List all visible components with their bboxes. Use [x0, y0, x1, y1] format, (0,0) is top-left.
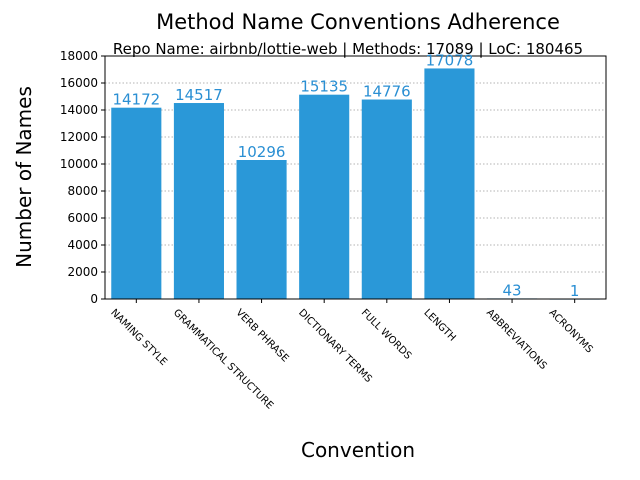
- y-tick-label: 12000: [60, 130, 98, 144]
- value-label: 15135: [300, 78, 348, 96]
- x-tick-label: FULL WORDS: [359, 307, 414, 362]
- x-tick-label: LENGTH: [421, 307, 457, 343]
- y-axis-ticks: 0 2000 4000 6000 8000 10000 12000 14000 16000 180…: [60, 49, 105, 306]
- bar: [424, 68, 475, 300]
- y-tick-label: 18000: [60, 49, 98, 63]
- value-label: 10296: [238, 143, 286, 161]
- chart-title: Method Name Conventions Adherence: [156, 10, 560, 34]
- value-label: 14776: [363, 83, 411, 101]
- bar: [173, 103, 224, 299]
- value-label: 17078: [426, 51, 474, 69]
- y-tick-label: 8000: [67, 184, 98, 198]
- x-tick-label: VERB PHRASE: [233, 307, 290, 364]
- value-labels: 14172 14517 10296 15135 14776 17078 43 1: [112, 51, 579, 300]
- value-label: 14172: [112, 91, 160, 109]
- bar: [299, 94, 350, 300]
- plot-frame: [104, 55, 607, 300]
- y-tick-label: 2000: [67, 265, 98, 279]
- x-tick-label: DICTIONARY TERMS: [296, 307, 374, 385]
- y-tick-label: 6000: [67, 211, 98, 225]
- bars: [111, 68, 600, 300]
- y-axis-label: Number of Names: [12, 86, 36, 268]
- y-tick-label: 10000: [60, 157, 98, 171]
- bar: [361, 99, 412, 299]
- bar: [111, 107, 162, 299]
- y-tick-label: 14000: [60, 103, 98, 117]
- x-tick-label: GRAMMATICAL STRUCTURE: [171, 307, 275, 411]
- value-label: 1: [570, 282, 580, 300]
- bar: [236, 160, 287, 299]
- x-tick-label: ABBREVIATIONS: [484, 307, 549, 372]
- x-tick-label: ACRONYMS: [547, 307, 595, 355]
- value-label: 14517: [175, 86, 223, 104]
- y-tick-label: 4000: [67, 238, 98, 252]
- y-tick-label: 16000: [60, 76, 98, 90]
- value-label: 43: [503, 281, 522, 299]
- chart-subtitle: Repo Name: airbnb/lottie-web | Methods: …: [113, 40, 583, 58]
- x-tick-label: NAMING STYLE: [108, 307, 169, 368]
- y-tick-label: 0: [90, 292, 98, 306]
- x-axis-label: Convention: [301, 438, 415, 462]
